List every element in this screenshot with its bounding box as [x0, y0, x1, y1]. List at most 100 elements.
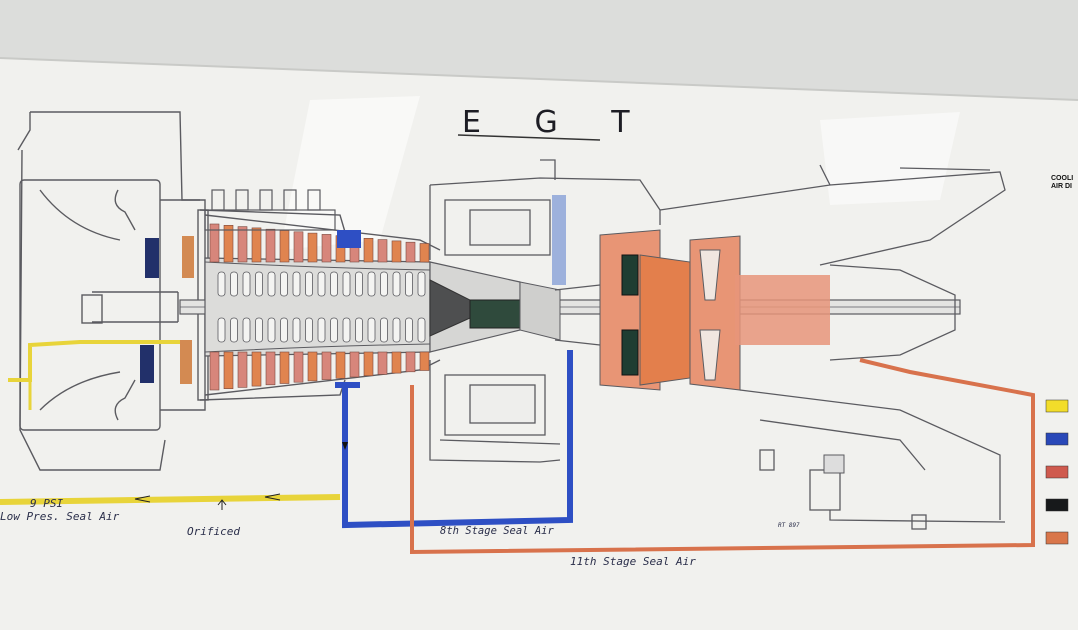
legend-swatch-black — [1045, 498, 1069, 512]
legend-swatch-red — [1045, 465, 1069, 479]
legend-heading-1: COOLI — [1051, 175, 1073, 182]
legend-heading-2: AIR DI — [1051, 183, 1072, 190]
label-eleventh-stage-seal-air: 11th Stage Seal Air — [570, 555, 696, 568]
igv-orange-lower — [180, 340, 192, 384]
compressor-blade-lower — [391, 351, 402, 374]
rotor-slot-lower — [355, 317, 363, 343]
rotor-slot-lower — [380, 317, 388, 343]
diagram-title: E G T — [462, 105, 652, 140]
rotor-slots-lower — [217, 317, 426, 343]
compressor-blade-lower — [419, 351, 430, 371]
label-psi: 9 PSI — [30, 497, 63, 510]
title-underline — [457, 134, 601, 141]
legend-swatch-yellow — [1045, 399, 1069, 413]
rotor-slot-upper — [267, 271, 276, 297]
compressor-blades-lower — [209, 351, 430, 391]
exhaust-casing — [554, 164, 1006, 530]
rotor-slot-lower — [342, 317, 351, 343]
diffuser-section — [429, 261, 561, 353]
compressor-blade-lower — [363, 351, 374, 377]
compressor-blade-lower — [237, 351, 248, 388]
legend-swatch-orange — [1045, 531, 1069, 545]
label-orificed: Orificed — [187, 525, 240, 538]
compressor-blade-lower — [405, 351, 416, 373]
rotor-slot-upper — [367, 271, 376, 297]
compressor-blade-upper — [419, 243, 430, 263]
compressor-blade-lower — [279, 351, 290, 384]
inlet-vane-upper — [145, 238, 159, 278]
compressor-blade-upper — [293, 231, 304, 263]
compressor-blade-upper — [209, 223, 220, 263]
flow-arrow-yellow-2 — [264, 493, 281, 501]
compressor-blade-lower — [307, 351, 318, 382]
compressor-blade-upper — [377, 239, 388, 263]
inlet-vane-lower — [140, 345, 154, 383]
orificed-pointer — [217, 499, 227, 510]
rotor-slot-lower — [317, 317, 326, 343]
rotor-slot-lower — [405, 317, 413, 343]
compressor-blade-upper — [405, 241, 416, 263]
compressor-blade-lower — [377, 351, 388, 375]
flow-arrow-blue — [342, 442, 348, 450]
low-pressure-seal-air-line — [0, 340, 341, 505]
compressor-blade-lower — [349, 351, 360, 378]
rotor-slot-upper — [392, 271, 401, 297]
compressor-blade-upper — [251, 227, 262, 263]
label-low-pressure-seal-air: Low Pres. Seal Air — [0, 510, 120, 523]
compressor-blade-lower — [293, 351, 304, 383]
compressor-blade-lower — [209, 351, 220, 391]
compressor-blade-lower — [251, 351, 262, 387]
rotor-slot-upper — [242, 271, 251, 297]
upper-blue-passage — [552, 195, 566, 285]
rotor-slot-upper — [280, 271, 288, 297]
lower-accessory-housing — [429, 360, 561, 463]
compressor-blade-lower — [265, 351, 276, 386]
rotor-slot-lower — [392, 317, 401, 343]
bleed-manifold — [204, 189, 336, 231]
rotor-slot-upper — [317, 271, 326, 297]
rotor-slot-lower — [292, 317, 301, 343]
rotor-slot-lower — [242, 317, 251, 343]
igv-orange-upper — [182, 236, 194, 278]
glare-right — [820, 112, 960, 205]
compressor-blade-upper — [391, 240, 402, 263]
paper-sheet — [0, 58, 1078, 630]
rotor-slots-upper — [217, 271, 426, 297]
compressor-blade-lower — [335, 351, 346, 379]
rotor-slot-upper — [255, 271, 263, 297]
compressor-blade-upper — [223, 225, 234, 263]
rotor-slot-lower — [267, 317, 276, 343]
compressor-blade-lower — [321, 351, 332, 380]
rotor-slot-lower — [280, 317, 288, 343]
rotor-slot-upper — [380, 271, 388, 297]
drain-fitting — [823, 454, 845, 474]
eleventh-stage-seal-air-line — [410, 358, 1035, 555]
bleed-port-blue — [337, 230, 361, 248]
rotor-slot-upper — [217, 271, 226, 297]
rotor-slot-lower — [330, 317, 338, 343]
compressor-blade-upper — [265, 228, 276, 263]
rotor-slot-lower — [217, 317, 226, 343]
rotor-slot-upper — [342, 271, 351, 297]
legend-swatches — [1045, 399, 1069, 545]
upper-accessory-housing — [429, 159, 661, 260]
rotor-slot-lower — [305, 317, 313, 343]
rotor-slot-upper — [230, 271, 238, 297]
compressor-blades-upper — [209, 223, 430, 263]
rotor-slot-lower — [230, 317, 238, 343]
label-drawing-number: RT 897 — [778, 522, 800, 529]
rotor-slot-lower — [255, 317, 263, 343]
rotor-slot-upper — [292, 271, 301, 297]
eighth-stage-seal-air-line — [335, 350, 573, 529]
compressor-blade-upper — [363, 238, 374, 263]
compressor-blade-lower — [223, 351, 234, 390]
compressor-blade-upper — [321, 234, 332, 263]
rotor-slot-upper — [355, 271, 363, 297]
compressor-blade-upper — [307, 232, 318, 263]
rotor-slot-lower — [367, 317, 376, 343]
rotor-slot-upper — [417, 271, 426, 297]
rotor-slot-lower — [417, 317, 426, 343]
compressor-blade-upper — [237, 226, 248, 263]
